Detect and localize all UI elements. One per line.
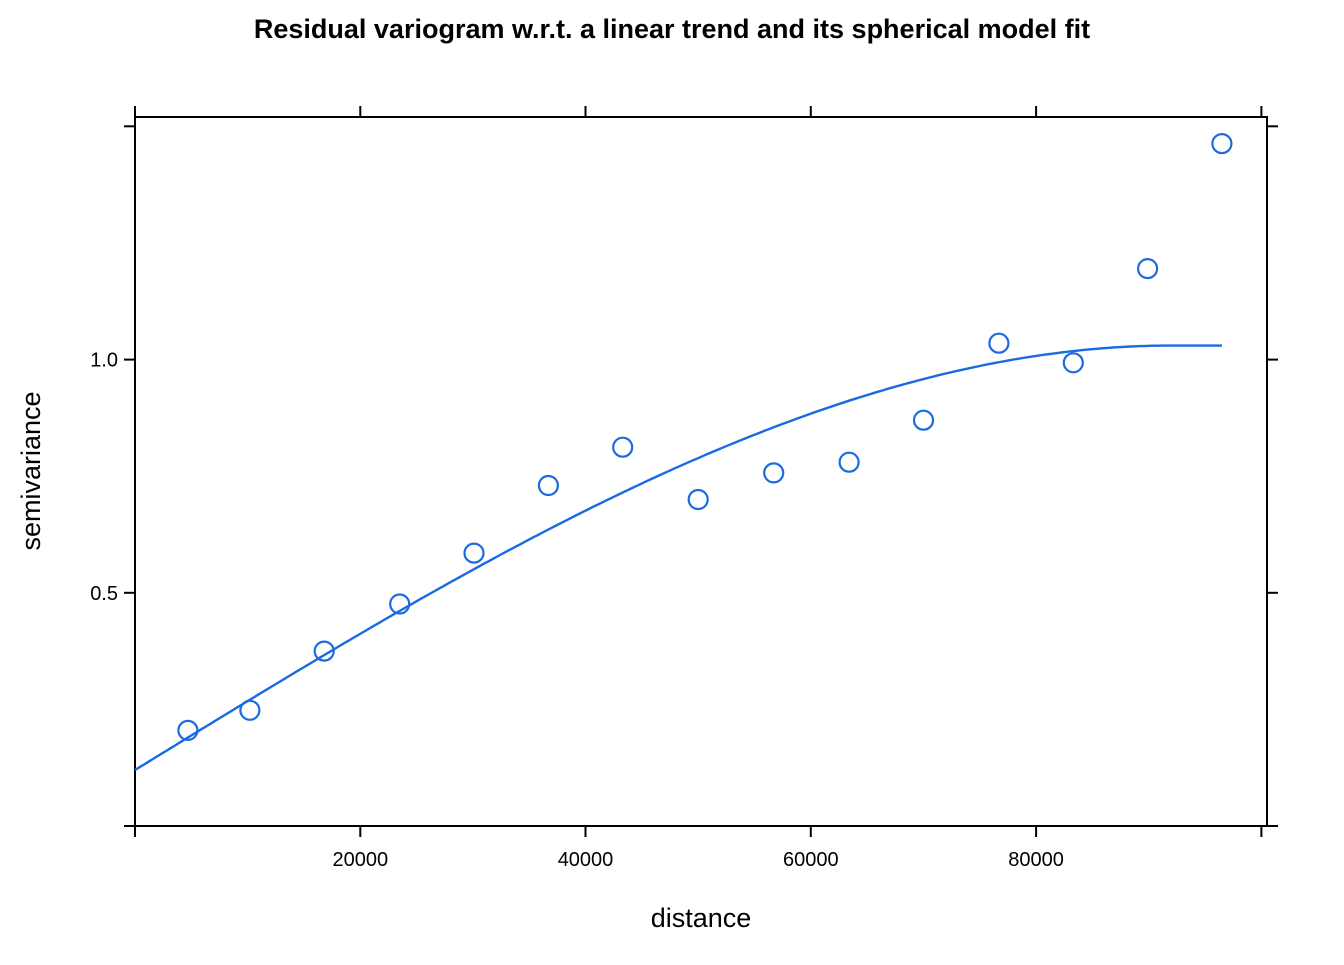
variogram-point xyxy=(612,436,634,458)
variogram-point xyxy=(1211,133,1233,155)
variogram-point xyxy=(988,332,1010,354)
x-tick-label: 60000 xyxy=(783,849,839,871)
variogram-point xyxy=(239,699,261,721)
y-tick-label: 1.0 xyxy=(90,350,118,372)
plot-series xyxy=(134,133,1233,772)
y-tick-label: 0.5 xyxy=(90,583,118,605)
variogram-point xyxy=(313,640,335,662)
x-axis-label: distance xyxy=(651,903,752,933)
x-tick-label: 20000 xyxy=(332,849,388,871)
variogram-point xyxy=(537,474,560,497)
variogram-point xyxy=(1062,352,1084,374)
variogram-point xyxy=(912,409,935,431)
axis-ticks: 20000 40000 60000 80000 0.5 1.0 xyxy=(90,106,1278,871)
spherical-model-line xyxy=(134,344,1222,772)
chart-title: Residual variogram w.r.t. a linear trend… xyxy=(254,14,1090,44)
variogram-point xyxy=(763,462,785,484)
variogram-point xyxy=(177,719,199,742)
variogram-point xyxy=(389,593,411,615)
variogram-point xyxy=(687,488,709,511)
y-axis-label: semivariance xyxy=(16,391,46,550)
variogram-point xyxy=(463,542,485,564)
plot-frame xyxy=(134,116,1268,827)
variogram-point xyxy=(1136,258,1159,280)
x-tick-label: 80000 xyxy=(1008,849,1064,871)
variogram-point xyxy=(838,451,860,473)
x-tick-label: 40000 xyxy=(558,849,614,871)
